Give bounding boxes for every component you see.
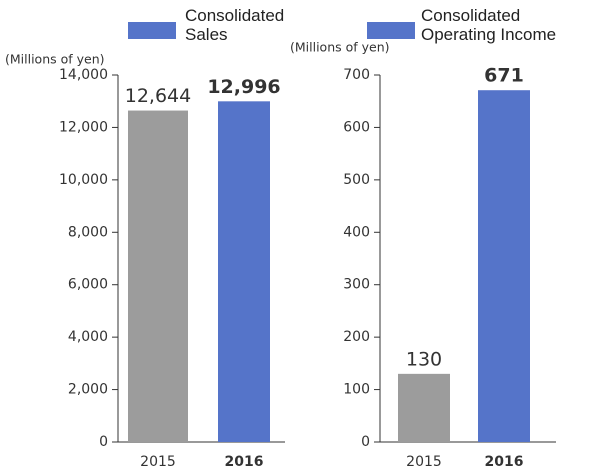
y-tick-label: 10,000	[59, 172, 108, 188]
legend-label: Consolidated Sales	[185, 6, 285, 44]
x-tick-label: 2015	[406, 454, 442, 469]
y-tick-label: 14,000	[59, 67, 108, 83]
y-tick-label: 12,000	[59, 119, 108, 135]
value-label: 12,996	[207, 76, 280, 98]
y-tick-label: 100	[343, 382, 370, 398]
y-axis-label: (Millions of yen)	[5, 52, 105, 67]
legend-swatch	[367, 22, 415, 39]
legend-label: Consolidated Operating Income	[421, 6, 557, 44]
y-tick-label: 2,000	[68, 382, 108, 398]
y-tick-label: 4,000	[68, 329, 108, 345]
bar	[218, 101, 270, 442]
bar	[398, 373, 450, 442]
y-tick-label: 200	[343, 329, 370, 345]
x-tick-label: 2016	[225, 454, 264, 469]
x-tick-label: 2015	[140, 454, 176, 469]
y-tick-label: 0	[361, 434, 370, 450]
y-tick-label: 8,000	[68, 224, 108, 240]
y-tick-label: 300	[343, 277, 370, 293]
value-label: 12,644	[125, 85, 191, 107]
y-tick-label: 6,000	[68, 277, 108, 293]
y-tick-label: 700	[343, 67, 370, 83]
value-label: 671	[484, 65, 524, 87]
x-tick-label: 2016	[485, 454, 524, 469]
y-tick-label: 500	[343, 172, 370, 188]
bar	[478, 90, 530, 442]
y-tick-label: 0	[99, 434, 108, 450]
value-label: 130	[406, 348, 442, 370]
y-axis-label: (Millions of yen)	[290, 40, 390, 55]
y-tick-label: 400	[343, 224, 370, 240]
legend-swatch	[128, 22, 176, 39]
bar	[128, 110, 188, 442]
y-tick-label: 600	[343, 119, 370, 135]
